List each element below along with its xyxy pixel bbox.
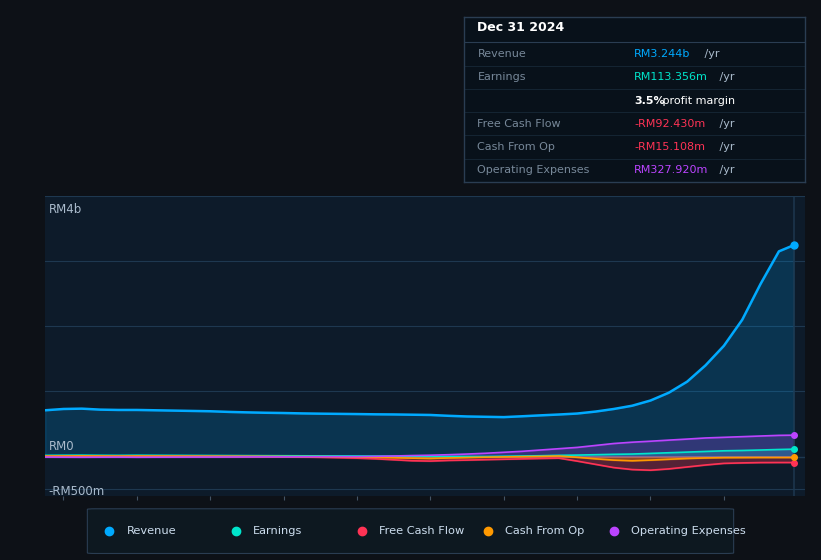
Text: Dec 31 2024: Dec 31 2024 [478,21,565,34]
Text: Revenue: Revenue [478,49,526,59]
Text: Earnings: Earnings [253,526,302,535]
Text: RM4b: RM4b [48,203,82,216]
Text: -RM15.108m: -RM15.108m [635,142,705,152]
FancyBboxPatch shape [87,509,734,553]
Text: Earnings: Earnings [478,72,526,82]
Text: RM3.244b: RM3.244b [635,49,690,59]
Text: /yr: /yr [716,72,735,82]
Text: RM0: RM0 [48,440,75,453]
Text: profit margin: profit margin [658,96,735,106]
Text: /yr: /yr [716,142,735,152]
Text: RM113.356m: RM113.356m [635,72,708,82]
Text: 3.5%: 3.5% [635,96,665,106]
Text: Operating Expenses: Operating Expenses [631,526,746,535]
Text: Cash From Op: Cash From Op [478,142,555,152]
Text: /yr: /yr [716,165,735,175]
Text: Free Cash Flow: Free Cash Flow [478,119,561,129]
Text: /yr: /yr [716,119,735,129]
Text: Operating Expenses: Operating Expenses [478,165,589,175]
Text: Free Cash Flow: Free Cash Flow [379,526,464,535]
Text: RM327.920m: RM327.920m [635,165,709,175]
Text: -RM500m: -RM500m [48,485,105,498]
Text: Cash From Op: Cash From Op [505,526,585,535]
Text: -RM92.430m: -RM92.430m [635,119,705,129]
Text: Revenue: Revenue [126,526,177,535]
Text: /yr: /yr [701,49,719,59]
